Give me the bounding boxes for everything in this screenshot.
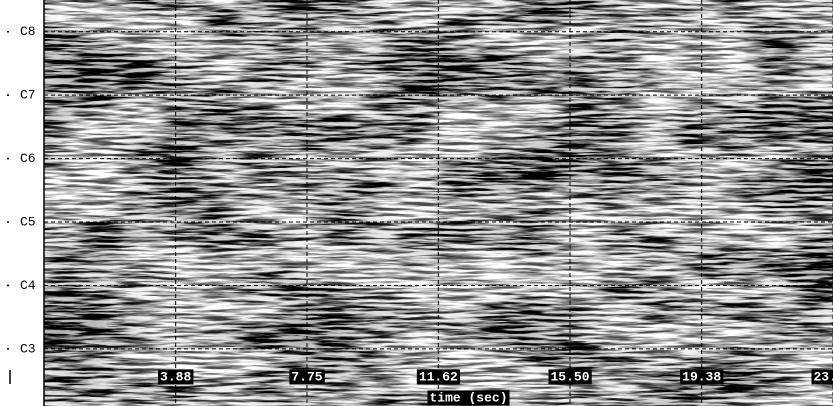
y-tick-label: C3: [20, 341, 36, 356]
x-tick-label: 19.38: [682, 369, 721, 384]
x-tick-label: 23.25: [813, 369, 833, 384]
y-tick-label: C6: [20, 151, 36, 166]
x-tick-label: 3.88: [160, 369, 191, 384]
y-tick-label: C4: [20, 278, 36, 293]
y-tick-label: C7: [20, 88, 36, 103]
x-axis-label: time (sec): [429, 390, 507, 405]
x-tick-label-bg: [548, 369, 592, 385]
x-tick-label-bg: [811, 369, 833, 385]
overlay: 3.88 7.75 11.62 15.50 19.38 23.25 time (sec): [44, 0, 833, 406]
x-tick-label: 15.50: [550, 369, 589, 384]
y-tick-label: C8: [20, 24, 36, 39]
x-tick-label-bg: [416, 369, 461, 385]
x-tick-label-bg: [158, 369, 194, 385]
x-tick-label: 7.75: [291, 369, 322, 384]
x-axis-label-bg: [427, 390, 510, 406]
x-tick-label-bg: [680, 369, 724, 385]
y-tick-label: C5: [20, 214, 36, 229]
x-tick-label: 11.62: [419, 369, 458, 384]
x-tick-label-bg: [289, 369, 325, 385]
